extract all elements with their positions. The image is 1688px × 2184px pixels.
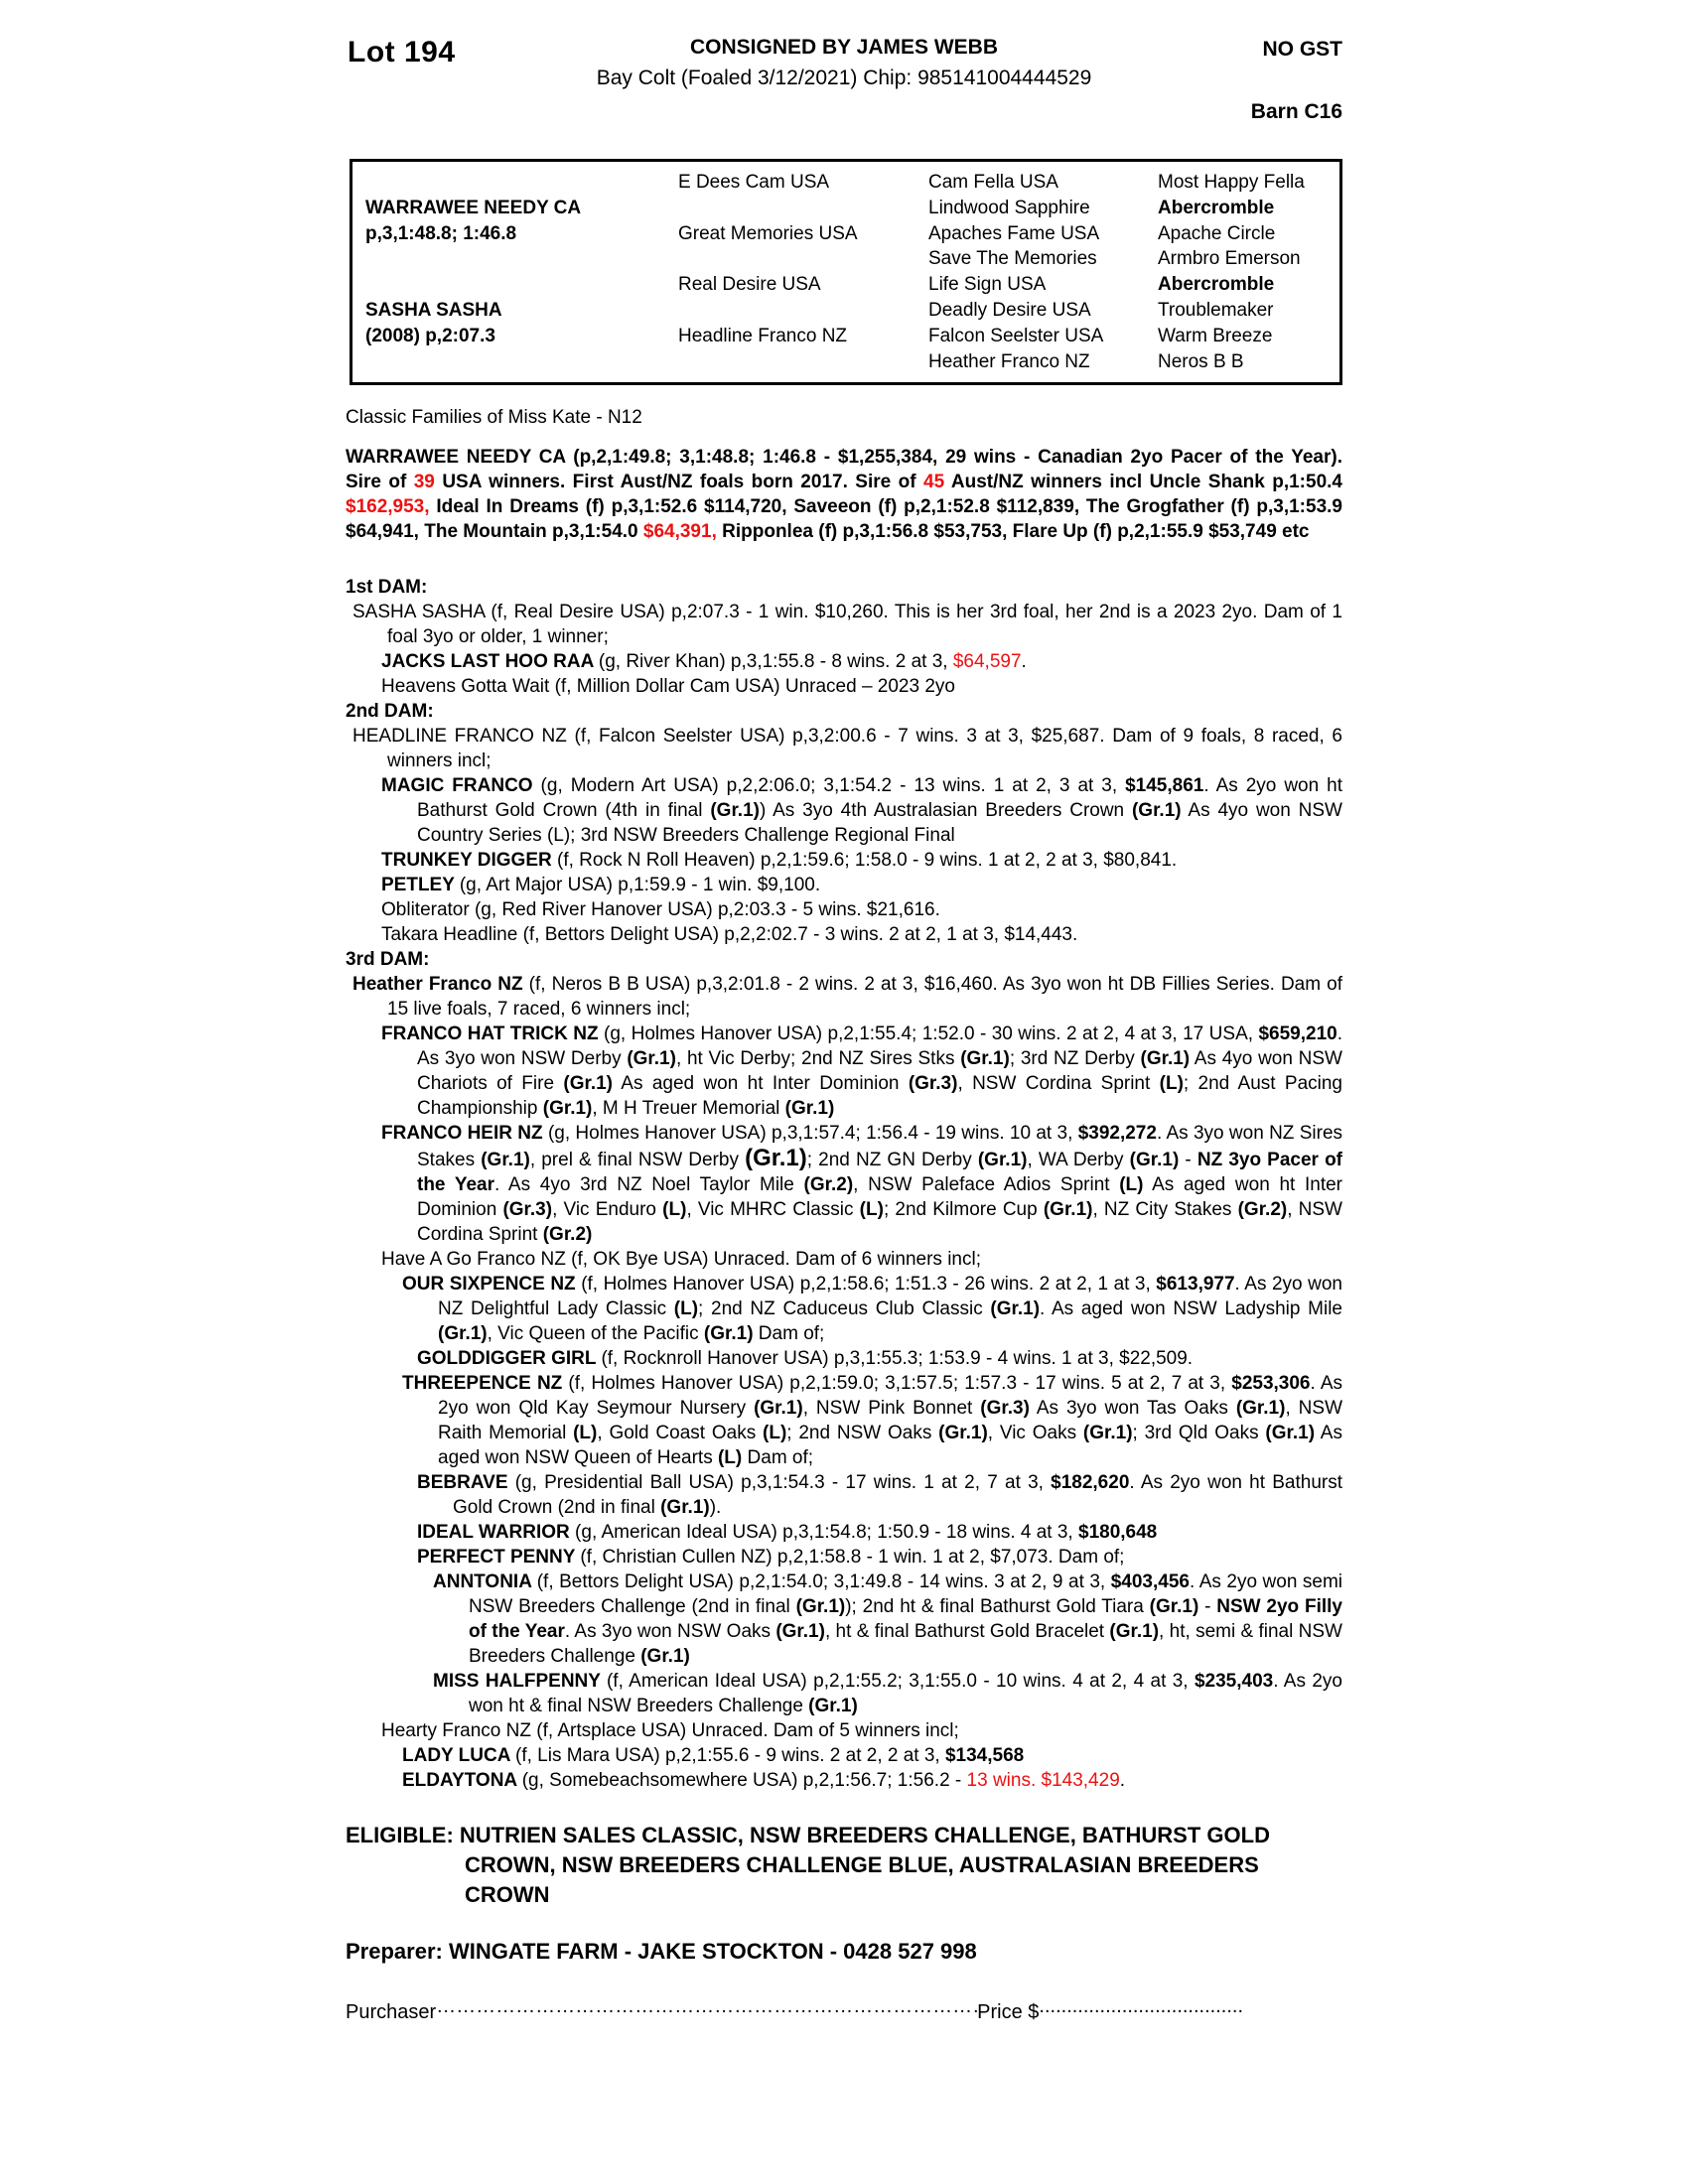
pedigree-gen3-name: Deadly Desire USA	[928, 299, 1091, 321]
header-center: CONSIGNED BY JAMES WEBB Bay Colt (Foaled…	[346, 36, 1342, 90]
pedigree-table: WARRAWEE NEEDY CA p,3,1:48.8; 1:46.8 SASHA…	[350, 159, 1342, 386]
pedigree-sire: WARRAWEE NEEDY CA p,3,1:48.8; 1:46.8	[352, 196, 678, 247]
purchaser-label: Purchaser	[346, 2001, 437, 2024]
third-dam-heading: 3rd DAM:	[346, 949, 430, 971]
pedigree-gen2-name: Great Memories USA	[678, 222, 858, 244]
foal-eldaytona: ELDAYTONA (g, Somebeachsomewhere USA) p,…	[402, 1770, 1126, 1792]
eligibility-statement: ELIGIBLE: NUTRIEN SALES CLASSIC, NSW BRE…	[346, 1823, 1270, 1908]
pedigree-gen4-name: Armbro Emerson	[1158, 248, 1301, 270]
foal-our-sixpence: OUR SIXPENCE NZ (f, Holmes Hanover USA) …	[402, 1274, 1342, 1345]
mare-headline-franco: HEADLINE FRANCO NZ (f, Falcon Seelster U…	[352, 726, 1342, 772]
pedigree-gen2-name: Headline Franco NZ	[678, 325, 848, 346]
foal-magic-franco: MAGIC FRANCO (g, Modern Art USA) p,2,2:0…	[381, 775, 1342, 847]
pedigree-gen4-name: Most Happy Fella	[1158, 172, 1305, 193]
foal-hearty-franco: Hearty Franco NZ (f, Artsplace USA) Unra…	[381, 1720, 959, 1742]
pedigree-gen3-name: Heather Franco NZ	[928, 350, 1090, 372]
sire-record: p,3,1:48.8; 1:46.8	[365, 222, 517, 244]
pedigree-gen2-name: Real Desire USA	[678, 274, 821, 296]
pedigree-gen3-name: Apaches Fame USA	[928, 222, 1100, 244]
foal-perfect-penny: PERFECT PENNY (f, Christian Cullen NZ) p…	[417, 1547, 1125, 1569]
preparer-line: Preparer: WINGATE FARM - JAKE STOCKTON -…	[346, 1939, 977, 1965]
foal-ideal-warrior: IDEAL WARRIOR (g, American Ideal USA) p,…	[417, 1522, 1158, 1544]
pedigree-gen3-name: Falcon Seelster USA	[928, 325, 1104, 346]
foal-jacks-last-hoo-raa: JACKS LAST HOO RAA (g, River Khan) p,3,1…	[381, 651, 1027, 673]
foal-obliterator: Obliterator (g, Red River Hanover USA) p…	[381, 899, 940, 921]
pedigree-gen4-name: Abercromble	[1158, 197, 1275, 218]
pedigree-dam: SASHA SASHA (2008) p,2:07.3	[352, 298, 678, 349]
foaling-chip-line: Bay Colt (Foaled 3/12/2021) Chip: 985141…	[596, 67, 1092, 89]
family-note: Classic Families of Miss Kate - N12	[346, 407, 642, 429]
foal-anntonia: ANNTONIA (f, Bettors Delight USA) p,2,1:…	[433, 1571, 1343, 1668]
first-dam-heading: 1st DAM:	[346, 577, 428, 599]
foal-franco-hat-trick: FRANCO HAT TRICK NZ (g, Holmes Hanover U…	[381, 1024, 1342, 1120]
pedigree-gen4-name: Neros B B	[1158, 350, 1244, 372]
foal-bebrave: BEBRAVE (g, Presidential Ball USA) p,3,1…	[417, 1472, 1342, 1519]
mare-sasha-sasha: SASHA SASHA (f, Real Desire USA) p,2:07.…	[352, 602, 1342, 648]
foal-heavens-gotta-wait: Heavens Gotta Wait (f, Million Dollar Ca…	[381, 676, 955, 698]
foal-have-a-go-franco: Have A Go Franco NZ (f, OK Bye USA) Unra…	[381, 1249, 981, 1271]
purchaser-line: Purchaser………………………………………………………………………………P…	[346, 1995, 1342, 2024]
pedigree-gen3-name: Life Sign USA	[928, 274, 1047, 296]
foal-petley: PETLEY (g, Art Major USA) p,1:59.9 - 1 w…	[381, 875, 821, 896]
dam-record: (2008) p,2:07.3	[365, 325, 495, 346]
pedigree-gen4-name: Warm Breeze	[1158, 325, 1273, 346]
pedigree-text: WARRAWEE NEEDY CA (p,2,1:49.8; 3,1:48.8;…	[346, 445, 1342, 1967]
pedigree-gen4-name: Abercromble	[1158, 274, 1275, 296]
price-label: Price $	[977, 2001, 1040, 2024]
consignor-line: CONSIGNED BY JAMES WEBB	[690, 36, 998, 59]
catalog-page: Lot 194 CONSIGNED BY JAMES WEBB Bay Colt…	[346, 0, 1342, 2024]
barn-number: Barn C16	[1250, 100, 1342, 123]
header-right: NO GST Barn C16	[1251, 38, 1342, 124]
foal-miss-halfpenny: MISS HALFPENNY (f, American Ideal USA) p…	[433, 1671, 1342, 1717]
pedigree-gen3-name: Lindwood Sapphire	[928, 197, 1090, 218]
foal-lady-luca: LADY LUCA (f, Lis Mara USA) p,2,1:55.6 -…	[402, 1745, 1025, 1767]
pedigree-gen3-name: Cam Fella USA	[928, 172, 1058, 193]
mare-heather-franco: Heather Franco NZ (f, Neros B B USA) p,3…	[352, 974, 1342, 1021]
dam-name: SASHA SASHA	[365, 299, 502, 321]
sire-name: WARRAWEE NEEDY CA	[365, 197, 582, 218]
gst-flag: NO GST	[1262, 38, 1342, 61]
price-dotted-line: ........................................…	[1039, 1995, 1242, 2018]
pedigree-gen4-name: Apache Circle	[1158, 222, 1276, 244]
foal-threepence: THREEPENCE NZ (f, Holmes Hanover USA) p,…	[402, 1373, 1343, 1469]
lot-number: Lot 194	[348, 36, 456, 68]
purchaser-dotted-line: ………………………………………………………………………………	[436, 1995, 978, 2018]
foal-golddigger-girl: GOLDDIGGER GIRL (f, Rocknroll Hanover US…	[417, 1348, 1194, 1370]
second-dam-heading: 2nd DAM:	[346, 701, 434, 723]
foal-franco-heir: FRANCO HEIR NZ (g, Holmes Hanover USA) p…	[381, 1123, 1343, 1246]
page-footer: Purchaser………………………………………………………………………………P…	[346, 1995, 1342, 2024]
page-header: Lot 194 CONSIGNED BY JAMES WEBB Bay Colt…	[346, 36, 1342, 135]
foal-takara-headline: Takara Headline (f, Bettors Delight USA)…	[381, 924, 1078, 946]
pedigree-gen4-name: Troublemaker	[1158, 299, 1274, 321]
pedigree-gen3-name: Save The Memories	[928, 248, 1097, 270]
sire-summary: WARRAWEE NEEDY CA (p,2,1:49.8; 3,1:48.8;…	[346, 447, 1342, 543]
pedigree-gen2-name: E Dees Cam USA	[678, 172, 830, 193]
foal-trunkey-digger: TRUNKEY DIGGER (f, Rock N Roll Heaven) p…	[381, 850, 1178, 872]
